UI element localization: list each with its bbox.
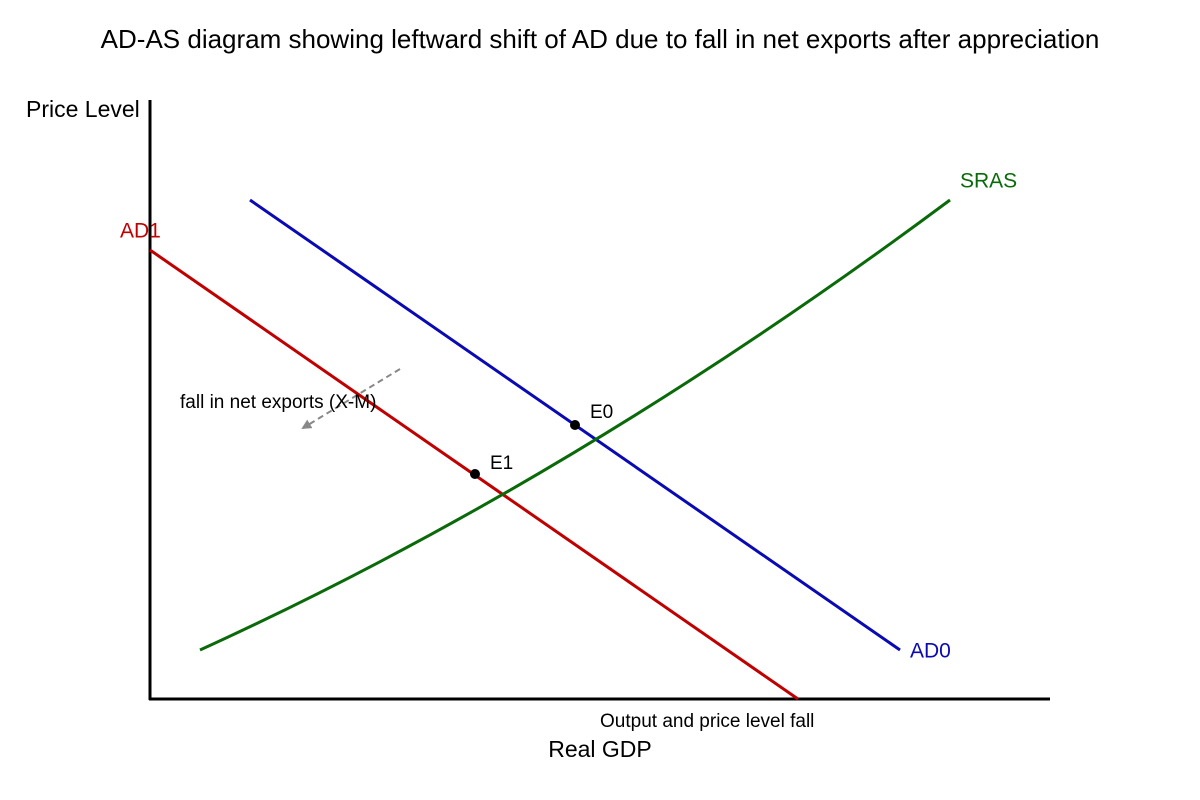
ad0-label: AD0 [910, 640, 951, 663]
point-label: E1 [490, 453, 513, 474]
x-axis-label: Real GDP [548, 736, 652, 762]
point-label: E0 [590, 402, 613, 423]
result-annotation: Output and price level fall [600, 711, 814, 732]
shift-annotation: fall in net exports (X-M) [180, 392, 376, 413]
equilibrium-point [470, 469, 480, 479]
sras-label: SRAS [960, 170, 1017, 193]
title: AD-AS diagram showing leftward shift of … [101, 24, 1100, 54]
equilibrium-point [570, 420, 580, 430]
sras-curve [199, 198, 951, 652]
ad1-label: AD1 [120, 220, 161, 243]
y-axis-label: Price Level [26, 96, 140, 122]
shift-arrow [301, 368, 401, 430]
